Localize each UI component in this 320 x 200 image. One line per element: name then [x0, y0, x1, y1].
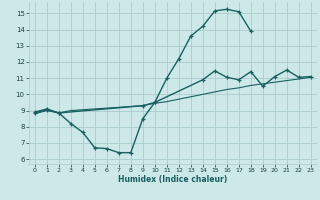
X-axis label: Humidex (Indice chaleur): Humidex (Indice chaleur)	[118, 175, 228, 184]
